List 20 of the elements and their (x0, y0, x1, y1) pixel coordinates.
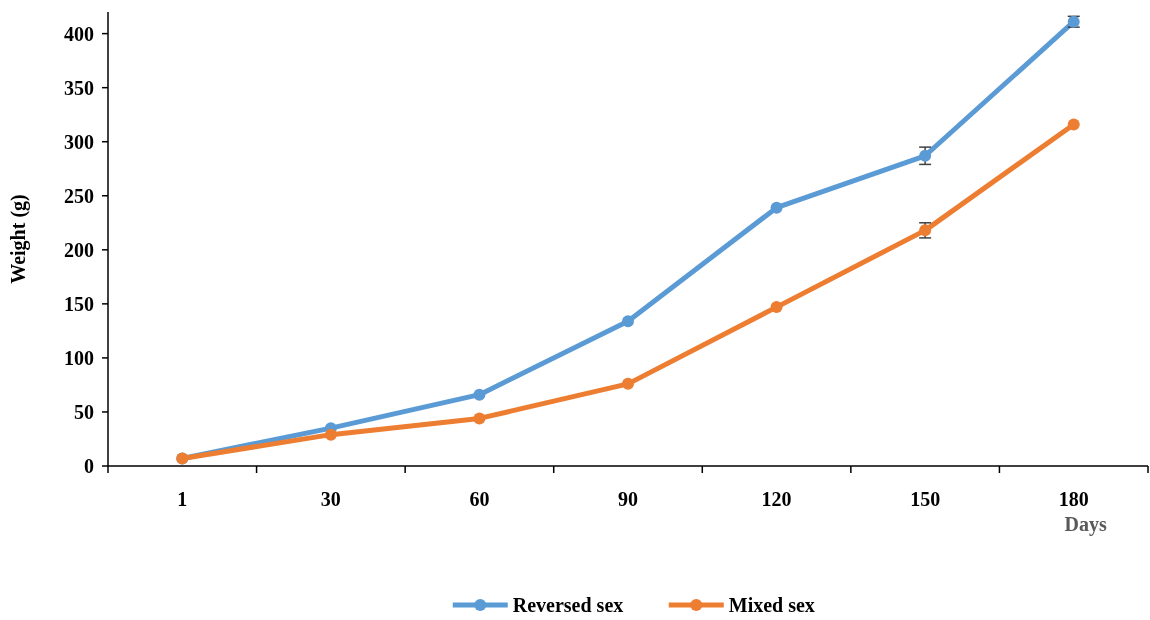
x-tick-label: 120 (761, 488, 792, 510)
x-tick-label: 150 (910, 488, 941, 510)
x-tick-label: 1 (177, 488, 188, 510)
x-tick-label: 180 (1058, 488, 1089, 510)
y-tick-label: 200 (64, 238, 94, 261)
x-tick-label: 30 (320, 488, 341, 510)
legend-label: Mixed sex (728, 594, 815, 616)
y-tick-label: 100 (64, 346, 94, 369)
x-axis-title: Days (1064, 513, 1108, 536)
y-tick-label: 50 (74, 400, 94, 423)
y-tick-label: 300 (64, 130, 94, 153)
y-tick-label: 250 (64, 184, 94, 207)
y-tick-label: 150 (64, 292, 94, 315)
legend-label: Reversed sex (512, 594, 624, 616)
y-tick-label: 0 (84, 455, 94, 477)
y-axis-title: Weight (g) (7, 194, 30, 284)
x-tick-label: 90 (618, 488, 638, 510)
y-tick-label: 400 (64, 22, 94, 45)
x-tick-label: 60 (469, 488, 490, 510)
y-tick-label: 350 (64, 76, 94, 99)
